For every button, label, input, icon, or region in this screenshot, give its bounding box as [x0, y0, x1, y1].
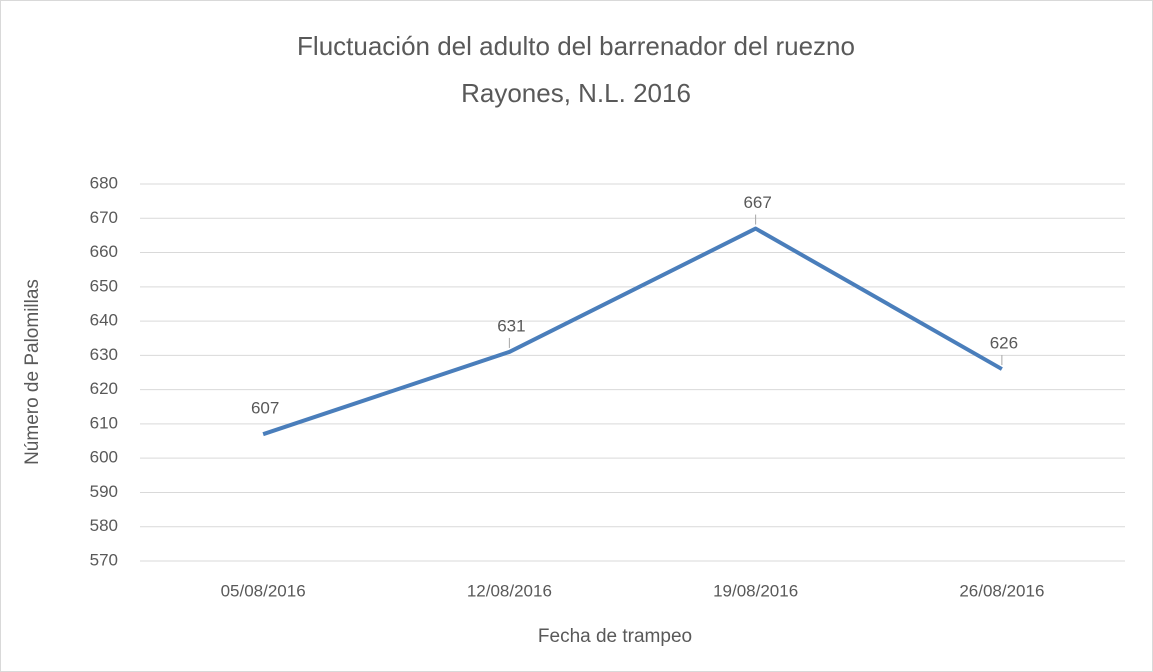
x-tick-label: 26/08/2016: [959, 581, 1044, 600]
data-label: 626: [990, 334, 1018, 353]
chart-title: Fluctuación del adulto del barrenador de…: [297, 31, 855, 61]
y-tick-label: 660: [90, 242, 118, 261]
data-label: 607: [251, 399, 279, 418]
y-tick-label: 580: [90, 516, 118, 535]
y-tick-label: 610: [90, 413, 118, 432]
chart-subtitle: Rayones, N.L. 2016: [461, 78, 691, 108]
x-tick-label: 12/08/2016: [467, 581, 552, 600]
y-tick-label: 670: [90, 208, 118, 227]
y-tick-label: 640: [90, 311, 118, 330]
y-tick-label: 650: [90, 276, 118, 295]
line-series: [262, 226, 1003, 437]
y-tick-label: 620: [90, 379, 118, 398]
y-tick-label: 630: [90, 345, 118, 364]
y-tick-label: 590: [90, 482, 118, 501]
y-tick-label: 600: [90, 448, 118, 467]
y-tick-label: 680: [90, 173, 118, 192]
x-tick-label: 19/08/2016: [713, 581, 798, 600]
data-label: 631: [497, 316, 525, 335]
y-axis-title: Número de Palomillas: [22, 279, 43, 465]
x-axis-title: Fecha de trampeo: [538, 626, 692, 647]
y-tick-label: 570: [90, 550, 118, 569]
x-tick-label: 05/08/2016: [221, 581, 306, 600]
data-label: 667: [743, 193, 771, 212]
